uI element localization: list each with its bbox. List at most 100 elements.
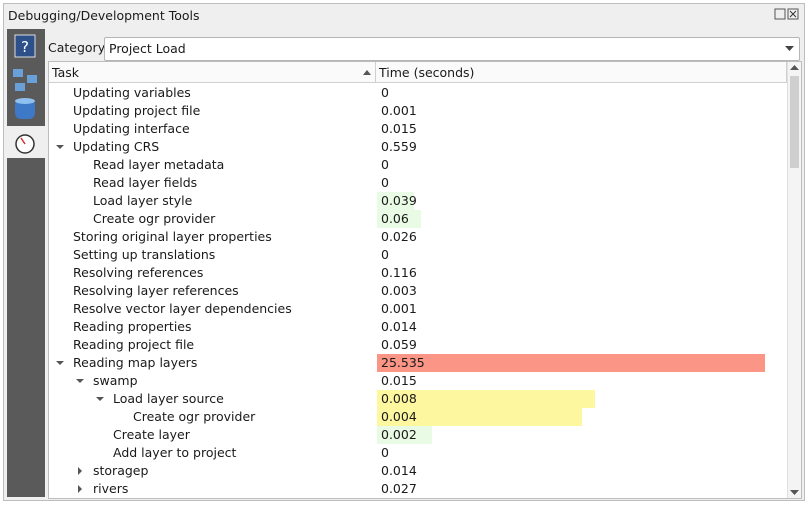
help-glyph: ? bbox=[21, 38, 29, 56]
table-row: Load layer source 0.008 bbox=[49, 390, 786, 408]
time-cell: 0.004 bbox=[381, 409, 417, 424]
close-icon bbox=[789, 10, 797, 18]
task-cell: Storing original layer properties bbox=[73, 229, 272, 244]
time-cell: 0.001 bbox=[381, 301, 417, 316]
task-cell: Reading map layers bbox=[73, 355, 198, 370]
scroll-thumb[interactable] bbox=[790, 76, 799, 168]
filter-label: Category bbox=[48, 40, 106, 55]
scrollbar-parts bbox=[790, 65, 799, 495]
table-row: Reading map layers 25.535 bbox=[49, 354, 786, 372]
time-cell: 0.559 bbox=[381, 139, 417, 154]
task-cell: Reading project file bbox=[73, 337, 195, 352]
table-row: rivers 0.027 bbox=[49, 480, 786, 498]
task-cell: Read layer fields bbox=[93, 175, 198, 190]
expand-arrow[interactable] bbox=[96, 395, 104, 403]
time-cell: 0.014 bbox=[381, 463, 417, 478]
task-cell: Updating project file bbox=[73, 103, 201, 118]
task-cell: Load layer source bbox=[113, 391, 224, 406]
time-bar bbox=[377, 210, 421, 228]
table-row: Create ogr provider 0.06 bbox=[49, 210, 786, 228]
time-cell: 0.008 bbox=[381, 391, 417, 406]
panel-title: Debugging/Development Tools bbox=[8, 8, 200, 23]
category-combo[interactable]: Project Load bbox=[104, 37, 800, 61]
table-row: Updating interface 0.015 bbox=[49, 120, 786, 138]
time-cell: 0.027 bbox=[381, 481, 417, 496]
task-table: Task Time (seconds) Updating variables 0 U… bbox=[48, 61, 802, 499]
time-cell: 0.015 bbox=[381, 373, 417, 388]
time-cell: 0.116 bbox=[381, 265, 417, 280]
help-icon[interactable] bbox=[14, 34, 36, 58]
expand-arrow[interactable] bbox=[76, 377, 84, 385]
task-cell: Create ogr provider bbox=[133, 409, 256, 424]
table-row: Reading project file 0.059 bbox=[49, 336, 786, 354]
vertical-scrollbar[interactable] bbox=[787, 62, 801, 498]
task-cell: Load layer style bbox=[93, 193, 193, 208]
time-cell: 0.026 bbox=[381, 229, 417, 244]
task-cell: rivers bbox=[93, 481, 129, 496]
sidebar: ? bbox=[7, 29, 45, 497]
table-row: Updating variables 0 bbox=[49, 84, 786, 102]
expand-arrow[interactable] bbox=[76, 467, 84, 475]
time-cell: 0 bbox=[381, 247, 389, 262]
time-bar bbox=[377, 426, 432, 444]
header-task[interactable]: Task bbox=[49, 62, 376, 83]
table-row: Resolving references 0.116 bbox=[49, 264, 786, 282]
header-time[interactable]: Time (seconds) bbox=[376, 62, 787, 83]
time-cell: 0 bbox=[381, 85, 389, 100]
table-row: Load layer style 0.039 bbox=[49, 192, 786, 210]
close-button[interactable] bbox=[787, 8, 799, 20]
time-cell: 0 bbox=[381, 157, 389, 172]
task-cell: swamp bbox=[93, 373, 138, 388]
table-row: Updating project file 0.001 bbox=[49, 102, 786, 120]
task-cell: Create ogr provider bbox=[93, 211, 216, 226]
task-cell: Add layer to project bbox=[113, 445, 237, 460]
time-cell: 0.059 bbox=[381, 337, 417, 352]
task-cell: Reading properties bbox=[73, 319, 192, 334]
header-label: Time (seconds) bbox=[379, 65, 475, 80]
time-bar bbox=[377, 354, 765, 372]
table-row: Setting up translations 0 bbox=[49, 246, 786, 264]
table-row: Storing original layer properties 0.026 bbox=[49, 228, 786, 246]
task-cell: Resolving layer references bbox=[73, 283, 239, 298]
combo-arrow bbox=[785, 46, 794, 51]
database-icon[interactable] bbox=[15, 98, 35, 119]
table-row: swamp 0.015 bbox=[49, 372, 786, 390]
expand-arrow[interactable] bbox=[56, 143, 64, 151]
table-row: Read layer metadata 0 bbox=[49, 156, 786, 174]
task-cell: storagep bbox=[93, 463, 149, 478]
time-cell: 0 bbox=[381, 445, 389, 460]
time-cell: 0.003 bbox=[381, 283, 417, 298]
time-cell: 0.014 bbox=[381, 319, 417, 334]
time-cell: 0.06 bbox=[381, 211, 409, 226]
time-cell: 0.002 bbox=[381, 427, 417, 442]
sidebar-icons[interactable]: ? bbox=[7, 29, 45, 159]
table-row: Resolving layer references 0.003 bbox=[49, 282, 786, 300]
table-row: Resolve vector layer dependencies 0.001 bbox=[49, 300, 786, 318]
task-cell: Setting up translations bbox=[73, 247, 216, 262]
timer-hand bbox=[20, 137, 26, 145]
time-cell: 0.039 bbox=[381, 193, 417, 208]
table-row: Add layer to project 0 bbox=[49, 444, 786, 462]
task-cell: Read layer metadata bbox=[93, 157, 225, 172]
expand-arrow[interactable] bbox=[76, 485, 84, 493]
table-row: Updating CRS 0.559 bbox=[49, 138, 786, 156]
task-cell: Resolve vector layer dependencies bbox=[73, 301, 292, 316]
task-cell: Create layer bbox=[113, 427, 190, 442]
task-cell: Updating interface bbox=[73, 121, 190, 136]
header-label: Task bbox=[52, 65, 79, 80]
expand-arrow[interactable] bbox=[56, 359, 64, 367]
time-bar bbox=[377, 390, 595, 408]
time-cell: 0.015 bbox=[381, 121, 417, 136]
network-icon[interactable] bbox=[13, 69, 37, 91]
float-button[interactable] bbox=[774, 8, 786, 20]
table-row: Read layer fields 0 bbox=[49, 174, 786, 192]
table-row: Create layer 0.002 bbox=[49, 426, 786, 444]
table-row: storagep 0.014 bbox=[49, 462, 786, 480]
combo-value: Project Load bbox=[109, 41, 186, 56]
time-bar bbox=[377, 408, 582, 426]
sort-indicator bbox=[363, 70, 371, 75]
title-buttons[interactable] bbox=[774, 8, 800, 21]
task-cell: Updating variables bbox=[73, 85, 191, 100]
table-row: Create ogr provider 0.004 bbox=[49, 408, 786, 426]
table-row: Reading properties 0.014 bbox=[49, 318, 786, 336]
